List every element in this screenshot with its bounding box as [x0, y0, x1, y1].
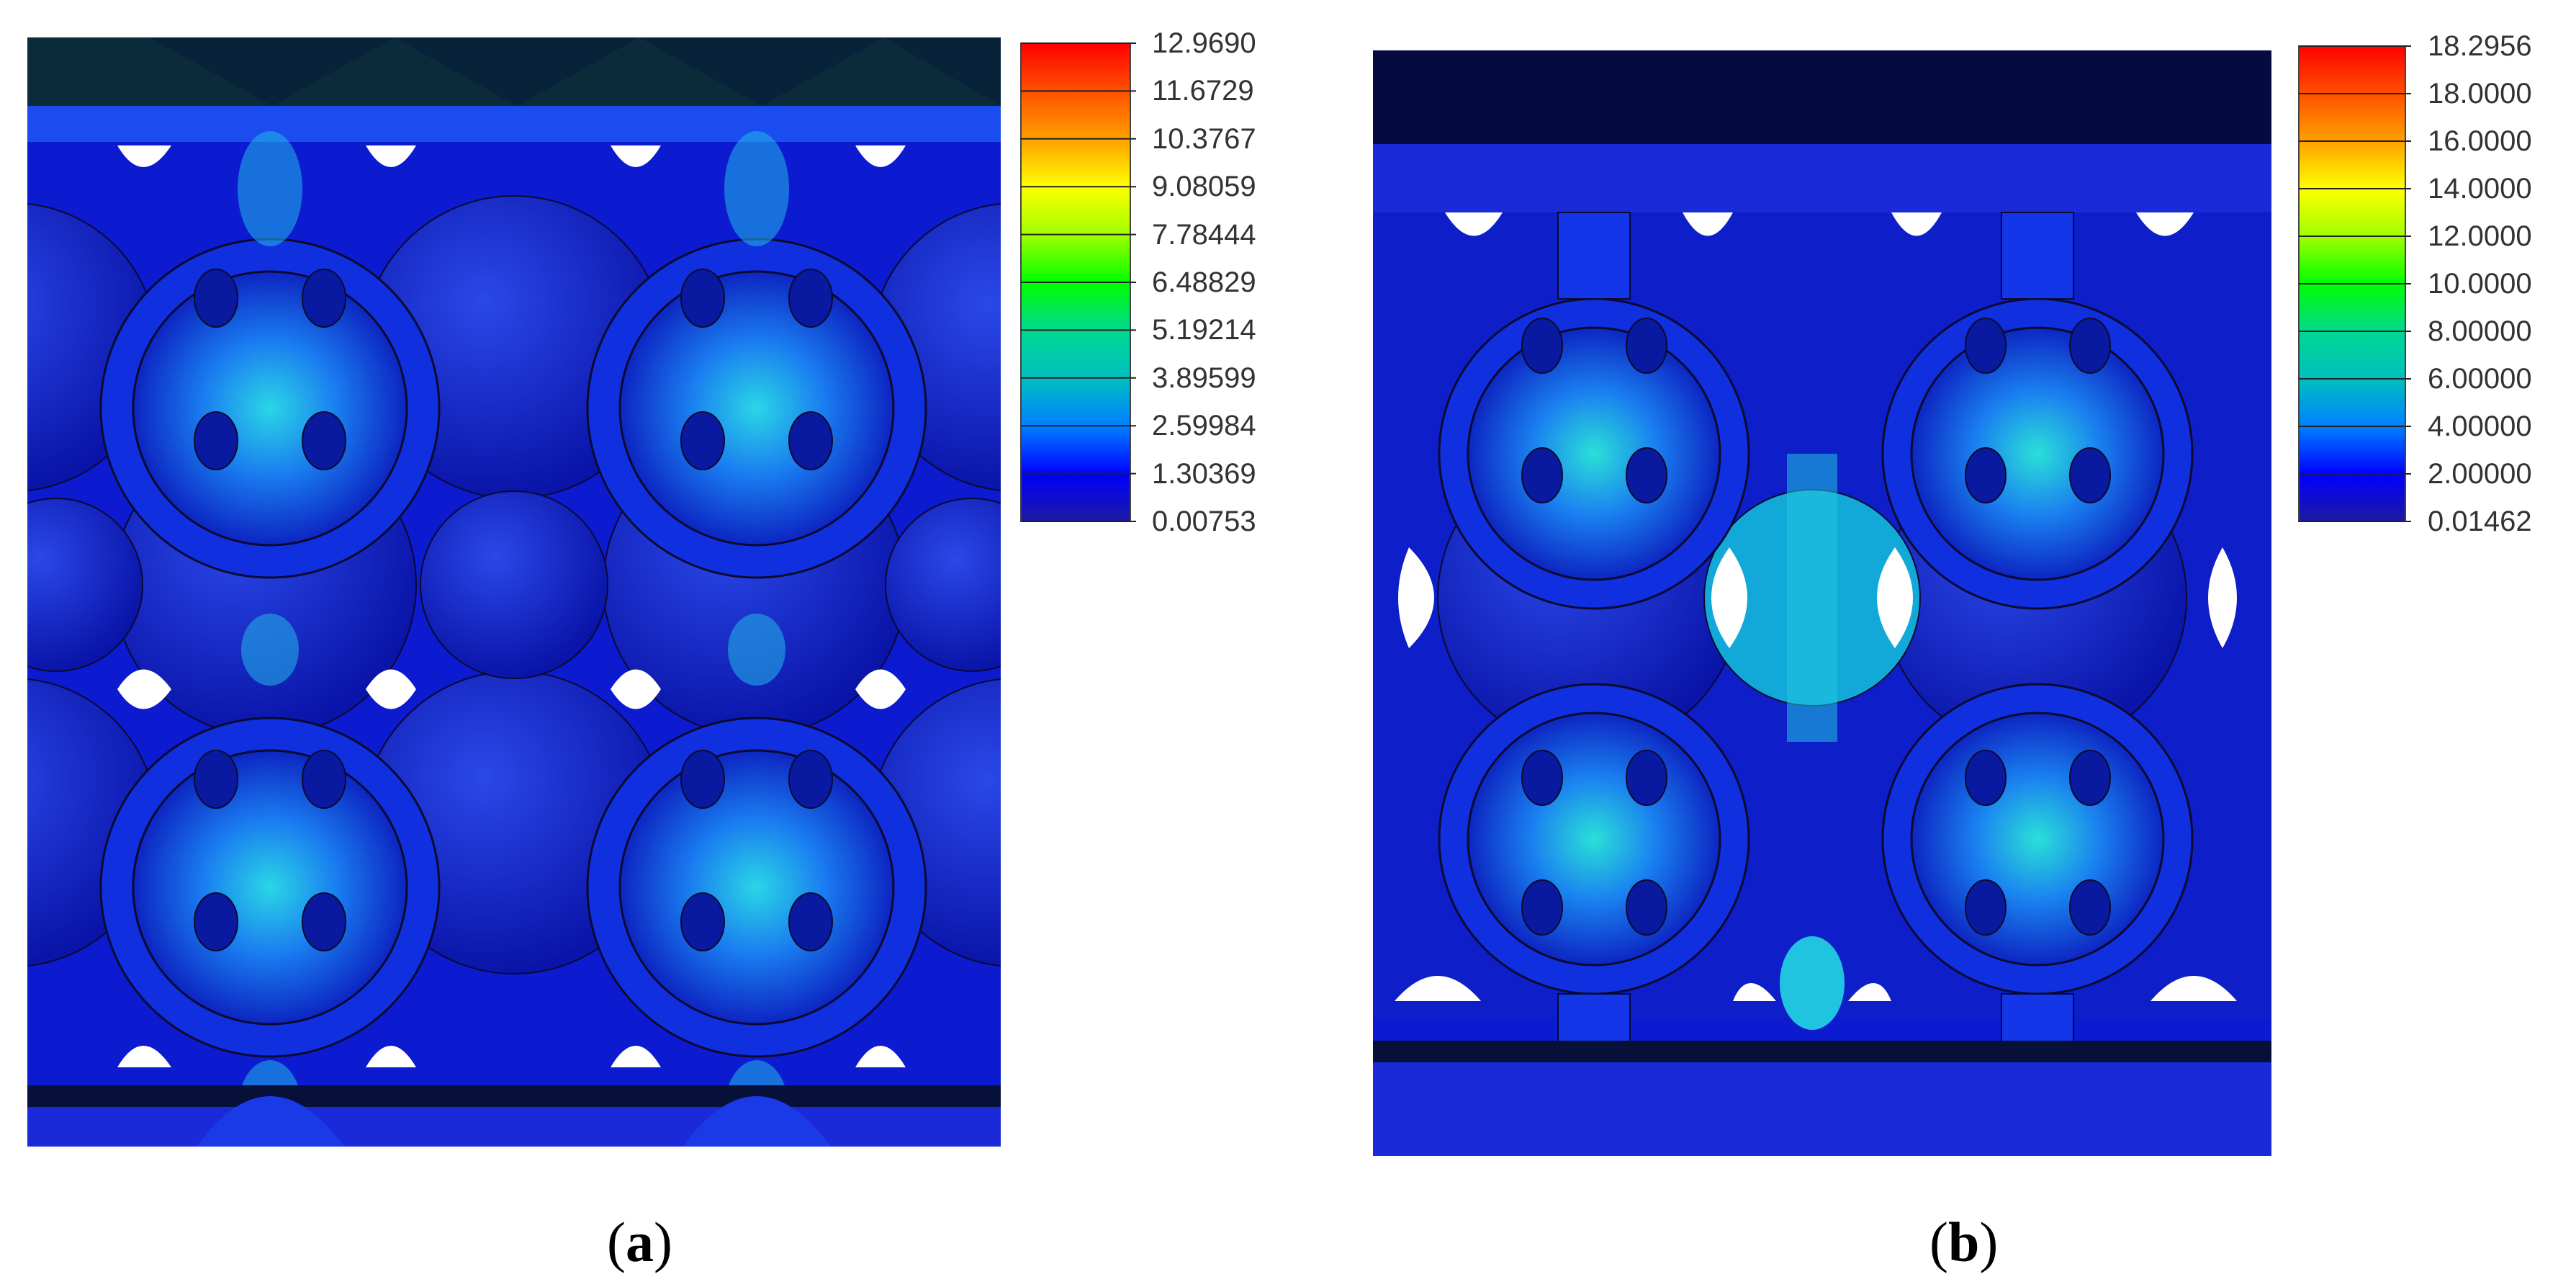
colorbar-tick-label: 12.0000 — [2428, 220, 2532, 252]
colorbar-tick-label: 8.00000 — [2428, 315, 2532, 347]
panel-b-caption-letter: b — [1947, 1211, 1980, 1273]
panel-b-caption: (b) — [1929, 1211, 1999, 1273]
colorbar-tick-label: 6.00000 — [2428, 363, 2532, 395]
colorbar-tick-label: 5.19214 — [1152, 314, 1256, 346]
panel-b-stress-render — [1373, 50, 2271, 1156]
panel-a-caption-letter: a — [625, 1211, 654, 1273]
colorbar-tick-label: 1.30369 — [1152, 457, 1256, 490]
colorbar-tick-label: 14.0000 — [2428, 173, 2532, 205]
colorbar-tick-label: 0.01462 — [2428, 506, 2532, 537]
panel-a-colorbar-scale — [1020, 42, 1139, 522]
colorbar-tick-label: 6.48829 — [1152, 266, 1256, 298]
colorbar-tick-label: 0.00753 — [1152, 506, 1256, 537]
colorbar-tick-label: 18.2956 — [2428, 30, 2532, 62]
panel-a-colorbar — [1015, 42, 1139, 523]
colorbar-tick-label: 7.78444 — [1152, 218, 1256, 251]
colorbar-tick-label: 12.9690 — [1152, 27, 1256, 59]
colorbar-tick-label: 9.08059 — [1152, 171, 1256, 203]
colorbar-tick-label: 3.89599 — [1152, 362, 1256, 394]
colorbar-tick-label: 11.6729 — [1152, 75, 1254, 107]
panel-a-stress-render — [27, 37, 1001, 1147]
panel-a-caption: (a) — [607, 1211, 672, 1273]
colorbar-tick-label: 10.3767 — [1152, 122, 1256, 155]
colorbar-tick-label: 4.00000 — [2428, 411, 2532, 442]
panel-b-colorbar — [2293, 45, 2414, 523]
colorbar-tick-label: 2.59984 — [1152, 410, 1256, 442]
colorbar-tick-label: 2.00000 — [2428, 458, 2532, 490]
colorbar-tick-label: 18.0000 — [2428, 78, 2532, 109]
colorbar-tick-label: 16.0000 — [2428, 125, 2532, 157]
panel-b-colorbar-scale — [2298, 45, 2414, 522]
colorbar-tick-label: 10.0000 — [2428, 268, 2532, 300]
